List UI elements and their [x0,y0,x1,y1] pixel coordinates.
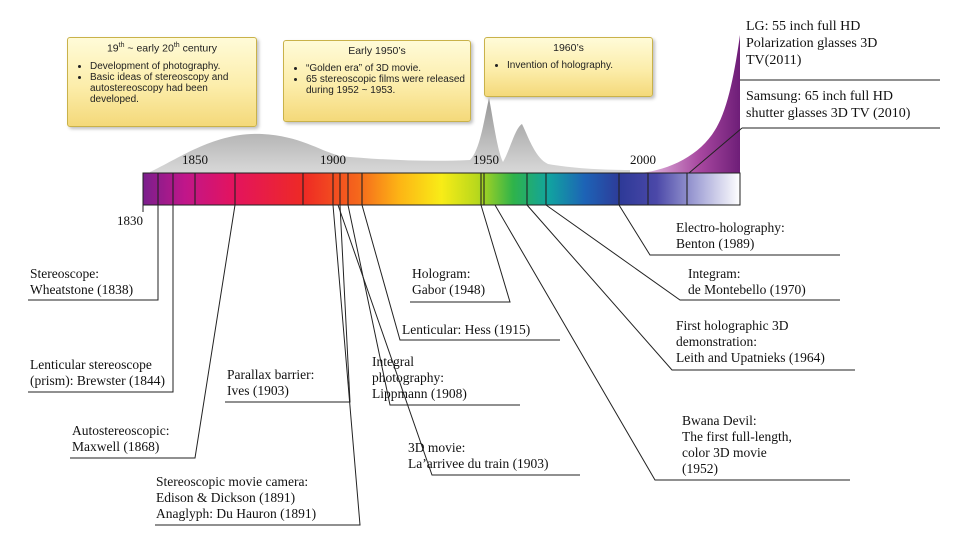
event-bwana-devil: Bwana Devil: The first full-length, color … [682,413,792,476]
year-1950: 1950 [473,152,499,167]
popularity-curve [150,98,630,173]
note-lg-tv: LG: 55 inch full HD Polarization glasses … [746,19,878,68]
event-first-holographic-3d: First holographic 3D demonstration: Leith … [676,318,825,365]
leader-lines [28,79,940,526]
year-1900: 1900 [320,152,346,167]
era-bullet: “Golden era” of 3D movie. [306,63,470,74]
event-integram: Integram: de Montebello (1970) [688,266,806,297]
era-box-19th-century: 19th ~ early 20th century Development of… [67,37,257,127]
event-parallax-barrier: Parallax barrier: Ives (1903) [227,367,315,398]
event-electro-holography: Electro-holography: Benton (1989) [676,220,785,251]
event-integral-photography: Integral photography: Lippmann (1908) [372,354,467,401]
year-1850: 1850 [182,152,208,167]
year-2000: 2000 [630,152,656,167]
bar-ticks [157,173,688,205]
era-title: 1960’s [553,42,584,54]
event-lenticular-hess: Lenticular: Hess (1915) [402,322,531,337]
era-bullet: 65 stereoscopic films were released duri… [306,74,470,96]
era-title: Early 1950’s [348,45,406,57]
event-autostereoscopic: Autostereoscopic: Maxwell (1868) [72,423,170,454]
era-box-early-1950s: Early 1950’s “Golden era” of 3D movie. 6… [283,40,471,122]
event-stereoscope: Stereoscope: Wheatstone (1838) [30,266,134,297]
era-bullet: Invention of holography. [507,60,652,71]
event-3d-movie-1903: 3D movie: La’arrivee du train (1903) [408,440,549,471]
event-lenticular-stereoscope: Lenticular stereoscope (prism): Brewster … [30,357,165,388]
era-bullet: Basic ideas of stereoscopy and autostere… [90,72,256,105]
event-hologram: Hologram: Gabor (1948) [412,266,486,297]
year-1830: 1830 [117,213,143,228]
event-movie-camera: Stereoscopic movie camera: Edison & Dicks… [156,474,317,521]
note-samsung-tv: Samsung: 65 inch full HD shutter glasses … [746,89,911,121]
era-bullet: Development of photography. [90,61,256,72]
tv-rise-curve [640,35,740,173]
timeline-bar [142,172,741,206]
era-box-1960s: 1960’s Invention of holography. [484,37,653,97]
era-title: 19th ~ early 20th century [106,42,218,55]
